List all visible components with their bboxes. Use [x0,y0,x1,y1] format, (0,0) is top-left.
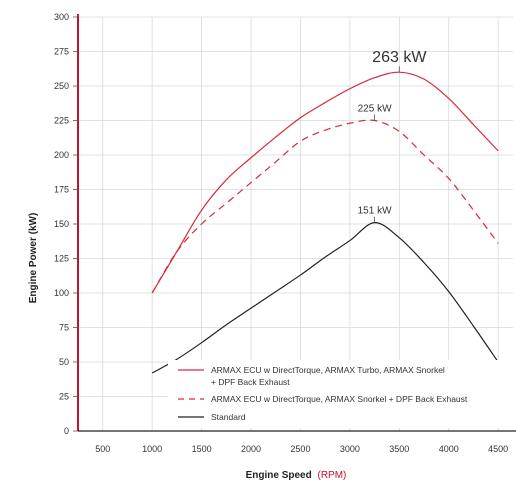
series-armax-full-peak-label: 263 kW [372,49,427,66]
y-tick-label-0: 0 [64,426,69,436]
y-axis-label: Engine Power (kW) [28,213,39,304]
legend-label-armax-full: ARMAX ECU w DirectTorque, ARMAX Turbo, A… [211,365,445,375]
x-axis-label: Engine Speed (RPM) [246,470,347,481]
x-tick-label-3500: 3500 [389,444,409,454]
y-tick-label-225: 225 [54,116,69,126]
series-armax-no-turbo-peak-label: 225 kW [358,104,392,115]
x-tick-label-2000: 2000 [241,444,261,454]
grid [78,16,513,431]
tick-labels: 0 25 50 75 100 125 150 175 200 225 250 275 300 500 100… [54,12,508,454]
series-armax-no-turbo [151,119,499,294]
legend: ARMAX ECU w DirectTorque, ARMAX Turbo, A… [168,360,516,428]
legend-background [168,360,516,428]
x-tick-label-1000: 1000 [142,444,162,454]
y-tick-label-75: 75 [59,323,69,333]
y-tick-label-50: 50 [59,357,69,367]
y-tick-label-275: 275 [54,47,69,57]
x-tick-label-1500: 1500 [192,444,212,454]
series-layer [151,71,499,374]
x-tick-label-4500: 4500 [488,444,508,454]
y-tick-label-25: 25 [59,392,69,402]
y-tick-label-100: 100 [54,288,69,298]
y-tick-label-300: 300 [54,12,69,22]
y-tick-label-125: 125 [54,254,69,264]
x-tick-label-500: 500 [95,444,110,454]
x-tick-label-4000: 4000 [439,444,459,454]
legend-label-standard: Standard [211,412,246,422]
series-standard [151,222,499,374]
y-tick-label-250: 250 [54,81,69,91]
x-tick-label-3000: 3000 [340,444,360,454]
series-standard-peak-label: 151 kW [358,206,392,217]
legend-label-armax-full-line2: + DPF Back Exhaust [211,377,290,387]
x-axis-label-main: Engine Speed [246,470,312,481]
axes [73,14,516,432]
peak-labels: 263 kW 225 kW 151 kW [358,49,427,223]
x-tick-label-2500: 2500 [290,444,310,454]
y-tick-label-150: 150 [54,219,69,229]
legend-label-armax-no-turbo: ARMAX ECU w DirectTorque, ARMAX Snorkel … [211,394,468,404]
series-armax-full [151,71,499,294]
y-tick-label-175: 175 [54,185,69,195]
y-tick-label-200: 200 [54,150,69,160]
x-axis-label-unit: (RPM) [318,470,347,481]
